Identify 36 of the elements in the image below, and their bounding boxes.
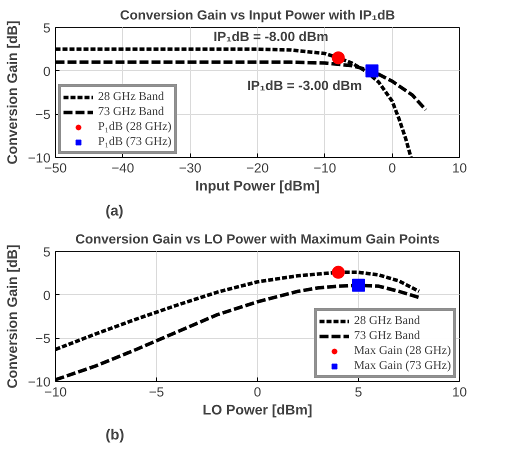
y-tick-label: −5	[35, 107, 51, 122]
legend-label: Max Gain (28 GHz)	[354, 343, 451, 358]
y-tick-label: −10	[28, 150, 50, 166]
y-axis-title: Conversion Gain [dB]	[4, 244, 20, 388]
x-tick-label: 0	[388, 160, 396, 176]
x-tick-label: 10	[452, 160, 467, 176]
annotation: IP₁dB = -8.00 dBm	[214, 28, 328, 44]
x-tick-label: −5	[148, 384, 164, 400]
text: (b)	[106, 428, 124, 444]
legend-label: 28 GHz Band	[354, 313, 420, 328]
y-tick-label: 5	[43, 20, 51, 36]
x-tick-label: −20	[246, 160, 269, 176]
legend-label: Max Gain (73 GHz)	[354, 358, 451, 373]
chart-title: Conversion Gain vs LO Power with Maximum Gain Points	[75, 232, 440, 246]
legend-label: P₁dB (73 GHz)	[98, 134, 172, 149]
y-tick-label: −5	[35, 331, 51, 346]
x-tick-label: −10	[314, 160, 336, 176]
chart-title: Conversion Gain vs Input Power with IP₁dB	[120, 8, 396, 22]
legend-label: 73 GHz Band	[98, 104, 164, 119]
y-tick-label: −10	[28, 374, 50, 390]
y-tick-label: 0	[43, 288, 51, 303]
x-axis-title: Input Power [dBm]	[195, 178, 320, 194]
x-tick-label: 0	[254, 384, 262, 400]
x-tick-label: −30	[178, 160, 202, 176]
legend-label: 28 GHz Band	[98, 89, 164, 104]
y-axis-title: Conversion Gain [dB]	[4, 20, 20, 164]
annotation: IP₁dB = -3.00 dBm	[247, 78, 362, 93]
x-tick-label: 10	[452, 384, 467, 400]
x-tick-label: 5	[354, 384, 362, 400]
y-tick-label: 0	[43, 64, 51, 79]
text: (a)	[106, 204, 124, 220]
x-tick-label: −40	[112, 160, 134, 176]
legend-label: P₁dB (28 GHz)	[98, 119, 172, 134]
x-axis-title: LO Power [dBm]	[202, 402, 312, 418]
legend-label: 73 GHz Band	[354, 328, 420, 343]
y-tick-label: 5	[43, 244, 51, 260]
